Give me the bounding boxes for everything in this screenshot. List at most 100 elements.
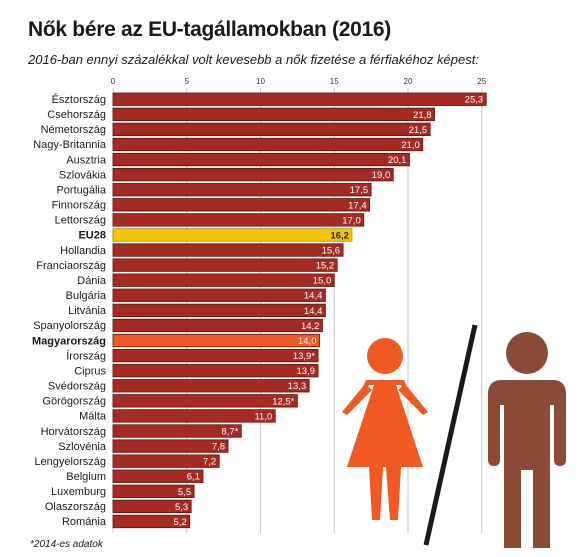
bar-value-label: 14,4 xyxy=(304,306,323,317)
category-label: Németország xyxy=(41,124,106,136)
bar-value-label: 17,5 xyxy=(350,185,369,196)
bar-value-label: 13,9 xyxy=(297,366,316,377)
bar xyxy=(112,364,319,378)
category-label: Magyarország xyxy=(32,335,106,347)
bar-value-label: 20,1 xyxy=(388,155,407,166)
bar xyxy=(112,348,319,363)
bar-value-label: 17,4 xyxy=(348,200,367,211)
category-label: Litvánia xyxy=(68,305,107,317)
bar-value-label: 13,9* xyxy=(293,351,315,362)
bar xyxy=(112,167,394,182)
category-label: Dánia xyxy=(77,275,107,287)
bar xyxy=(112,198,371,212)
bar xyxy=(112,92,487,106)
bar xyxy=(112,273,335,287)
bars: 25,3 21,8 21,5 21,0 20,1 19,017,5 17,4 17,0 16,2… xyxy=(112,92,487,529)
x-tick-label: 5 xyxy=(185,77,190,86)
category-label: Bulgária xyxy=(66,290,107,302)
bar xyxy=(112,333,320,348)
bar xyxy=(112,379,310,393)
bar-value-label: 19,0 xyxy=(372,170,391,181)
bar-value-label: 15,6 xyxy=(322,246,341,257)
bar xyxy=(112,514,191,529)
category-label: Görögország xyxy=(42,396,106,408)
bar-value-label: 21,5 xyxy=(409,125,428,136)
category-label: Ausztria xyxy=(66,154,107,166)
bar xyxy=(112,439,229,453)
category-label: Ciprus xyxy=(74,365,106,377)
category-label: Szlovákia xyxy=(59,169,107,181)
bar xyxy=(112,122,431,137)
category-label: Lengyelország xyxy=(34,456,106,468)
bar xyxy=(112,303,326,318)
bar-value-label: 12,5* xyxy=(272,396,294,407)
chart-subtitle: 2016-ban ennyi százalékkal volt kevesebb… xyxy=(28,52,479,67)
bar-value-label: 15,2 xyxy=(316,261,335,272)
bar xyxy=(112,243,344,257)
bar xyxy=(112,183,372,197)
bar-value-label: 16,2 xyxy=(330,230,349,241)
category-label: Észtország xyxy=(52,93,106,106)
category-label: Luxemburg xyxy=(51,486,106,498)
category-label: Olaszország xyxy=(45,501,106,513)
bar xyxy=(112,258,338,272)
x-tick-label: 15 xyxy=(330,77,339,86)
category-label: Hollandia xyxy=(60,245,107,257)
bar xyxy=(112,454,220,468)
icon-group xyxy=(342,324,566,548)
bar-value-label: 5,3 xyxy=(175,502,188,513)
category-label: Franciaország xyxy=(36,260,106,272)
divider-slash xyxy=(423,324,478,546)
category-label: Románia xyxy=(62,516,107,528)
x-tick-label: 0 xyxy=(111,77,116,86)
category-label: EU28 xyxy=(78,230,106,242)
x-tick-label: 20 xyxy=(404,77,413,86)
category-labels: Észtország Csehország Németország Nagy-Brit… xyxy=(32,93,107,528)
bar-value-label: 8,7* xyxy=(221,426,238,437)
bar-value-label: 6,1 xyxy=(187,472,200,483)
bar xyxy=(112,288,326,302)
bar-value-label: 21,8 xyxy=(413,110,432,121)
bar xyxy=(112,152,410,167)
bar-value-label: 7,8 xyxy=(212,442,225,453)
bar-value-label: 17,0 xyxy=(342,215,361,226)
bar-value-label: 25,3 xyxy=(465,95,484,106)
bar xyxy=(112,137,424,152)
category-label: Málta xyxy=(79,411,107,423)
bar-value-label: 7,2 xyxy=(203,457,216,468)
category-label: Portugália xyxy=(56,184,106,196)
bar xyxy=(112,424,242,438)
bar-value-label: 14,4 xyxy=(304,291,323,302)
bar-value-label: 14,2 xyxy=(301,321,320,332)
x-tick-labels: 0 5 10 15 20 25 xyxy=(111,77,487,86)
bar xyxy=(112,107,435,121)
bar xyxy=(112,394,298,408)
man-icon xyxy=(488,332,566,548)
category-label: Horvátország xyxy=(41,426,106,438)
bar-value-label: 11,0 xyxy=(254,411,272,422)
bar xyxy=(112,228,353,242)
bar xyxy=(112,409,276,423)
category-label: Írország xyxy=(66,349,106,362)
bar xyxy=(112,318,323,333)
bar-value-label: 13,3 xyxy=(288,381,307,392)
bar xyxy=(112,469,204,483)
category-label: Finnország xyxy=(52,200,106,212)
bar-value-label: 15,0 xyxy=(313,276,332,287)
woman-icon xyxy=(342,338,428,520)
category-label: Nagy-Britannia xyxy=(33,139,107,151)
bar-value-label: 21,0 xyxy=(401,140,420,151)
x-tick-label: 25 xyxy=(477,77,486,86)
category-label: Szlovénia xyxy=(58,441,107,453)
category-label: Svédország xyxy=(48,381,106,393)
category-label: Belgium xyxy=(66,471,106,483)
bar xyxy=(112,484,195,498)
bar-value-label: 5,5 xyxy=(178,487,191,498)
bar xyxy=(112,499,192,514)
chart-title: Nők bére az EU-tagállamokban (2016) xyxy=(28,18,391,41)
bar-value-label: 14,0 xyxy=(298,336,317,347)
category-label: Csehország xyxy=(47,109,106,121)
x-tick-label: 10 xyxy=(256,77,265,86)
bar xyxy=(112,213,365,227)
